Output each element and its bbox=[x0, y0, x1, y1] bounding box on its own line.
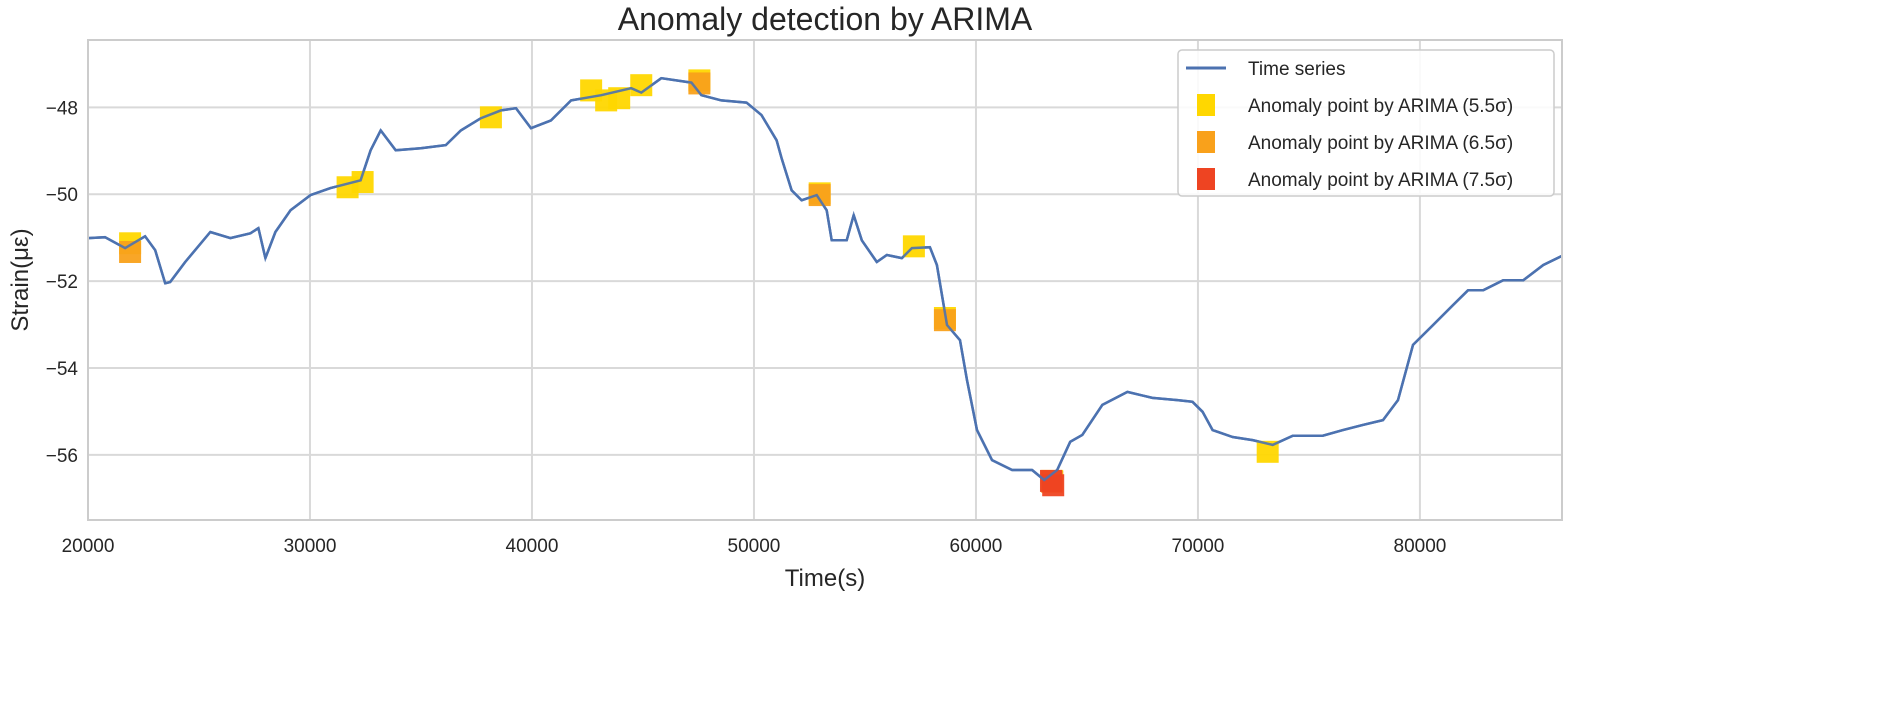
y-tick-labels: −48 −50 −52 −54 −56 bbox=[46, 98, 79, 467]
y-axis-label: Strain(με) bbox=[7, 228, 34, 331]
x-tick-label: 40000 bbox=[506, 536, 559, 557]
legend-square-swatch bbox=[1197, 168, 1215, 190]
plot-area bbox=[87, 69, 1563, 497]
anomaly-point-5-5 bbox=[351, 171, 374, 194]
legend-square-swatch bbox=[1197, 131, 1215, 153]
time-series-line-overlay bbox=[87, 76, 1563, 482]
legend-square-swatch bbox=[1197, 94, 1215, 116]
legend-label: Time series bbox=[1248, 59, 1345, 80]
y-tick-label: −54 bbox=[46, 359, 79, 380]
legend-label: Anomaly point by ARIMA (5.5σ) bbox=[1248, 96, 1513, 117]
anomaly-point-7-5 bbox=[1042, 474, 1065, 497]
y-tick-label: −56 bbox=[46, 446, 78, 467]
chart-title: Anomaly detection by ARIMA bbox=[618, 1, 1033, 37]
x-tick-label: 50000 bbox=[728, 536, 781, 557]
x-axis-label: Time(s) bbox=[785, 565, 865, 592]
anomaly-point-6-5 bbox=[808, 184, 831, 207]
y-tick-label: −48 bbox=[46, 98, 78, 119]
anomaly-point-6-5 bbox=[688, 72, 711, 95]
x-tick-labels: 20000 30000 40000 50000 60000 70000 80000 bbox=[62, 536, 1447, 557]
legend-frame bbox=[1177, 49, 1555, 197]
x-tick-label: 60000 bbox=[950, 536, 1003, 557]
y-tick-label: −50 bbox=[46, 185, 78, 206]
legend-label: Anomaly point by ARIMA (7.5σ) bbox=[1248, 170, 1513, 191]
x-tick-label: 70000 bbox=[1172, 536, 1225, 557]
x-tick-label: 80000 bbox=[1394, 536, 1447, 557]
x-tick-label: 30000 bbox=[284, 536, 337, 557]
y-tick-label: −52 bbox=[46, 272, 78, 293]
x-tick-label: 20000 bbox=[62, 536, 115, 557]
legend: Time series Anomaly point by ARIMA (5.5σ)… bbox=[1177, 49, 1555, 197]
plot-frame bbox=[87, 39, 1563, 521]
legend-label: Anomaly point by ARIMA (6.5σ) bbox=[1248, 133, 1513, 154]
anomaly-point-5-5 bbox=[1256, 440, 1279, 463]
